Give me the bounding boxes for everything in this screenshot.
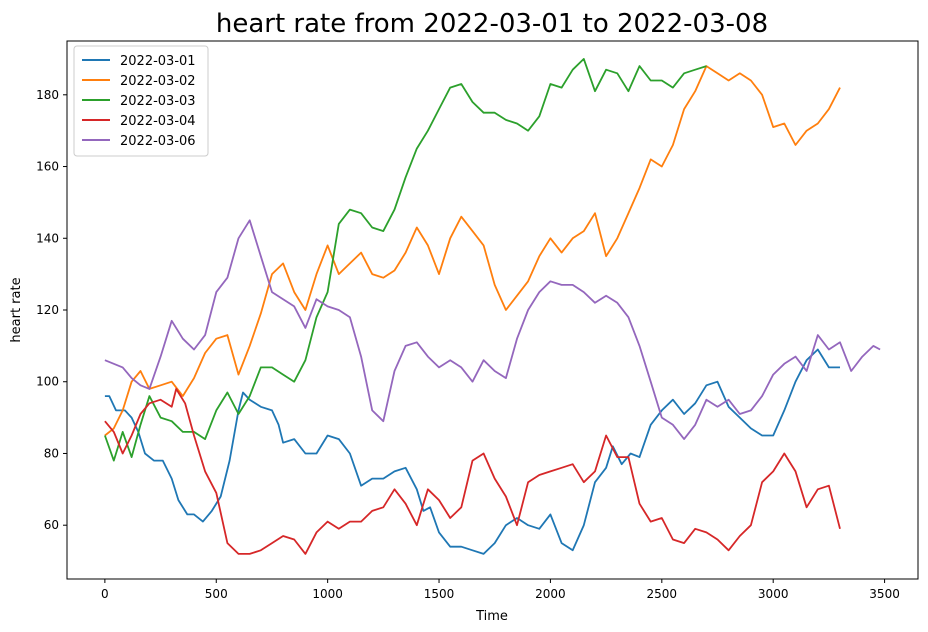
y-tick-label: 120 <box>36 303 59 317</box>
series-layer <box>104 58 881 555</box>
x-tick-label: 1500 <box>424 587 455 601</box>
legend-label: 2022-03-06 <box>120 134 196 149</box>
x-tick-label: 3500 <box>869 587 900 601</box>
series-line-2022-03-03 <box>104 58 707 462</box>
y-tick-label: 80 <box>44 446 59 460</box>
y-axis-label: heart rate <box>9 277 24 342</box>
y-tick-label: 140 <box>36 231 59 245</box>
legend-box <box>73 45 209 157</box>
x-tick-label: 2000 <box>535 587 566 601</box>
legend-label: 2022-03-04 <box>120 114 196 129</box>
plot-area <box>67 41 918 579</box>
x-tick-label: 500 <box>205 587 228 601</box>
chart-title: heart rate from 2022-03-01 to 2022-03-08 <box>216 9 768 39</box>
y-tick-label: 160 <box>36 160 59 174</box>
x-tick-label: 0 <box>101 587 109 601</box>
x-axis: 0 500 1000 1500 2000 2500 3000 3500 <box>101 579 900 601</box>
x-tick-label: 1000 <box>312 587 343 601</box>
y-tick-label: 60 <box>44 518 59 532</box>
y-tick-label: 100 <box>36 375 59 389</box>
x-tick-label: 2500 <box>647 587 678 601</box>
y-axis: 60 80 100 120 140 160 180 <box>36 88 67 532</box>
x-tick-label: 3000 <box>758 587 789 601</box>
series-line-2022-03-04 <box>104 388 841 555</box>
series-line-2022-03-06 <box>104 219 881 440</box>
x-axis-label: Time <box>475 609 508 624</box>
series-line-2022-03-02 <box>104 65 841 437</box>
series-line-2022-03-01 <box>104 348 840 555</box>
legend-label: 2022-03-02 <box>120 74 196 89</box>
legend: 2022-03-01 2022-03-02 2022-03-03 2022-03-04… <box>73 45 209 157</box>
legend-label: 2022-03-03 <box>120 94 196 109</box>
y-tick-label: 180 <box>36 88 59 102</box>
legend-label: 2022-03-01 <box>120 54 196 69</box>
